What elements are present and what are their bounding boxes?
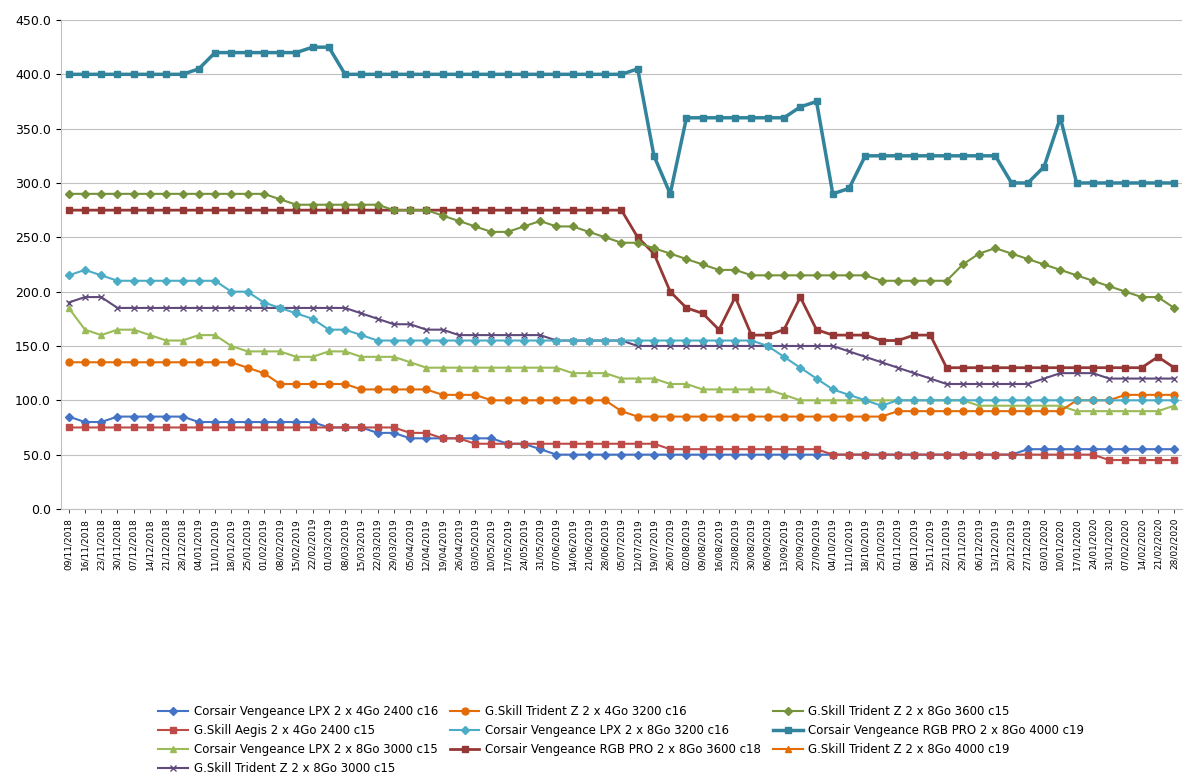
G.Skill Aegis 2 x 4Go 2400 c15	[1151, 456, 1165, 465]
G.Skill Aegis 2 x 4Go 2400 c15	[143, 423, 157, 432]
G.Skill Trident Z 2 x 8Go 3000 c15	[61, 298, 76, 307]
Corsair Vengeance RGB PRO 2 x 8Go 3600 c18	[61, 205, 76, 215]
G.Skill Trident Z 2 x 8Go 3000 c15	[257, 303, 271, 312]
Corsair Vengeance RGB PRO 2 x 8Go 4000 c19	[272, 48, 287, 57]
Line: G.Skill Trident Z 2 x 8Go 3600 c15: G.Skill Trident Z 2 x 8Go 3600 c15	[66, 191, 1177, 311]
Line: G.Skill Aegis 2 x 4Go 2400 c15: G.Skill Aegis 2 x 4Go 2400 c15	[66, 424, 1177, 463]
G.Skill Trident Z 2 x 8Go 3600 c15	[143, 189, 157, 199]
Corsair Vengeance LPX 2 x 8Go 3200 c16	[1151, 395, 1165, 405]
G.Skill Trident Z 2 x 4Go 3200 c16	[630, 412, 644, 421]
Corsair Vengeance LPX 2 x 8Go 3200 c16	[1166, 395, 1181, 405]
Corsair Vengeance LPX 2 x 4Go 2400 c16	[712, 450, 726, 460]
G.Skill Trident Z 2 x 8Go 3600 c15	[419, 205, 433, 215]
G.Skill Trident Z 2 x 4Go 3200 c16	[1166, 390, 1181, 399]
Corsair Vengeance LPX 2 x 8Go 3000 c15	[419, 363, 433, 373]
G.Skill Trident Z 2 x 8Go 3000 c15	[923, 373, 937, 383]
Line: Corsair Vengeance LPX 2 x 4Go 2400 c16: Corsair Vengeance LPX 2 x 4Go 2400 c16	[66, 413, 1177, 457]
Corsair Vengeance RGB PRO 2 x 8Go 3600 c18	[696, 309, 710, 318]
G.Skill Trident Z 2 x 4Go 3200 c16	[272, 379, 287, 388]
Corsair Vengeance LPX 2 x 8Go 3000 c15	[1166, 401, 1181, 410]
Corsair Vengeance LPX 2 x 8Go 3200 c16	[257, 298, 271, 307]
Corsair Vengeance LPX 2 x 4Go 2400 c16	[61, 412, 76, 421]
G.Skill Trident Z 2 x 8Go 3600 c15	[272, 195, 287, 204]
Corsair Vengeance LPX 2 x 8Go 3200 c16	[712, 336, 726, 345]
Line: Corsair Vengeance RGB PRO 2 x 8Go 4000 c19: Corsair Vengeance RGB PRO 2 x 8Go 4000 c…	[65, 44, 1177, 197]
Corsair Vengeance LPX 2 x 8Go 3000 c15	[436, 363, 450, 373]
G.Skill Trident Z 2 x 8Go 3000 c15	[712, 341, 726, 351]
Corsair Vengeance LPX 2 x 8Go 3200 c16	[78, 265, 92, 275]
Corsair Vengeance RGB PRO 2 x 8Go 4000 c19	[728, 113, 743, 122]
Corsair Vengeance LPX 2 x 8Go 3200 c16	[289, 309, 304, 318]
Corsair Vengeance RGB PRO 2 x 8Go 4000 c19	[61, 70, 76, 79]
G.Skill Aegis 2 x 4Go 2400 c15	[272, 423, 287, 432]
Corsair Vengeance LPX 2 x 8Go 3200 c16	[875, 401, 889, 410]
Corsair Vengeance RGB PRO 2 x 8Go 3600 c18	[436, 205, 450, 215]
Corsair Vengeance LPX 2 x 4Go 2400 c16	[550, 450, 564, 460]
Corsair Vengeance LPX 2 x 8Go 3200 c16	[61, 271, 76, 280]
G.Skill Aegis 2 x 4Go 2400 c15	[436, 434, 450, 443]
Corsair Vengeance RGB PRO 2 x 8Go 3600 c18	[1151, 352, 1165, 362]
G.Skill Trident Z 2 x 8Go 3000 c15	[78, 292, 92, 301]
G.Skill Trident Z 2 x 8Go 3000 c15	[289, 303, 304, 312]
Corsair Vengeance LPX 2 x 4Go 2400 c16	[143, 412, 157, 421]
G.Skill Trident Z 2 x 4Go 3200 c16	[1151, 390, 1165, 399]
G.Skill Aegis 2 x 4Go 2400 c15	[1166, 456, 1181, 465]
Corsair Vengeance LPX 2 x 8Go 3000 c15	[272, 347, 287, 356]
G.Skill Aegis 2 x 4Go 2400 c15	[61, 423, 76, 432]
Line: G.Skill Trident Z 2 x 4Go 3200 c16: G.Skill Trident Z 2 x 4Go 3200 c16	[65, 359, 1177, 420]
G.Skill Trident Z 2 x 8Go 3600 c15	[436, 211, 450, 220]
G.Skill Trident Z 2 x 8Go 3600 c15	[696, 260, 710, 269]
Corsair Vengeance RGB PRO 2 x 8Go 3600 c18	[940, 363, 954, 373]
Corsair Vengeance RGB PRO 2 x 8Go 4000 c19	[240, 48, 254, 57]
G.Skill Trident Z 2 x 8Go 3600 c15	[208, 189, 222, 199]
G.Skill Trident Z 2 x 4Go 3200 c16	[712, 412, 726, 421]
Corsair Vengeance LPX 2 x 4Go 2400 c16	[436, 434, 450, 443]
G.Skill Trident Z 2 x 4Go 3200 c16	[61, 358, 76, 367]
Corsair Vengeance RGB PRO 2 x 8Go 4000 c19	[1151, 179, 1165, 188]
Corsair Vengeance LPX 2 x 8Go 3200 c16	[160, 276, 174, 286]
Corsair Vengeance LPX 2 x 8Go 3000 c15	[1151, 406, 1165, 416]
Corsair Vengeance LPX 2 x 8Go 3000 c15	[61, 303, 76, 312]
G.Skill Trident Z 2 x 8Go 3600 c15	[61, 189, 76, 199]
Corsair Vengeance LPX 2 x 8Go 3000 c15	[1069, 406, 1084, 416]
G.Skill Trident Z 2 x 4Go 3200 c16	[143, 358, 157, 367]
Corsair Vengeance RGB PRO 2 x 8Go 3600 c18	[272, 205, 287, 215]
Corsair Vengeance RGB PRO 2 x 8Go 4000 c19	[143, 70, 157, 79]
Corsair Vengeance RGB PRO 2 x 8Go 3600 c18	[1166, 363, 1181, 373]
Corsair Vengeance RGB PRO 2 x 8Go 4000 c19	[664, 189, 678, 199]
Line: G.Skill Trident Z 2 x 8Go 3000 c15: G.Skill Trident Z 2 x 8Go 3000 c15	[65, 294, 1177, 388]
Line: Corsair Vengeance RGB PRO 2 x 8Go 3600 c18: Corsair Vengeance RGB PRO 2 x 8Go 3600 c…	[66, 207, 1177, 370]
Corsair Vengeance LPX 2 x 4Go 2400 c16	[1166, 445, 1181, 454]
G.Skill Trident Z 2 x 4Go 3200 c16	[419, 384, 433, 394]
G.Skill Trident Z 2 x 8Go 3000 c15	[940, 379, 954, 388]
Corsair Vengeance LPX 2 x 8Go 3000 c15	[143, 330, 157, 340]
G.Skill Aegis 2 x 4Go 2400 c15	[696, 445, 710, 454]
G.Skill Trident Z 2 x 4Go 3200 c16	[436, 390, 450, 399]
Corsair Vengeance RGB PRO 2 x 8Go 4000 c19	[940, 151, 954, 161]
Corsair Vengeance RGB PRO 2 x 8Go 3600 c18	[419, 205, 433, 215]
G.Skill Trident Z 2 x 8Go 3600 c15	[1166, 303, 1181, 312]
Corsair Vengeance RGB PRO 2 x 8Go 4000 c19	[1166, 179, 1181, 188]
Line: Corsair Vengeance LPX 2 x 8Go 3200 c16: Corsair Vengeance LPX 2 x 8Go 3200 c16	[66, 267, 1177, 409]
G.Skill Trident Z 2 x 8Go 3000 c15	[1151, 373, 1165, 383]
Corsair Vengeance RGB PRO 2 x 8Go 4000 c19	[305, 42, 319, 52]
Corsair Vengeance LPX 2 x 4Go 2400 c16	[1151, 445, 1165, 454]
Corsair Vengeance LPX 2 x 4Go 2400 c16	[419, 434, 433, 443]
Line: Corsair Vengeance LPX 2 x 8Go 3000 c15: Corsair Vengeance LPX 2 x 8Go 3000 c15	[65, 305, 1177, 415]
Corsair Vengeance LPX 2 x 4Go 2400 c16	[272, 417, 287, 427]
Corsair Vengeance LPX 2 x 8Go 3200 c16	[940, 395, 954, 405]
G.Skill Trident Z 2 x 8Go 3000 c15	[160, 303, 174, 312]
G.Skill Aegis 2 x 4Go 2400 c15	[1102, 456, 1116, 465]
Corsair Vengeance RGB PRO 2 x 8Go 3600 c18	[143, 205, 157, 215]
Legend: Corsair Vengeance LPX 2 x 4Go 2400 c16, G.Skill Aegis 2 x 4Go 2400 c15, Corsair : Corsair Vengeance LPX 2 x 4Go 2400 c16, …	[154, 701, 1090, 780]
Corsair Vengeance LPX 2 x 8Go 3000 c15	[696, 384, 710, 394]
G.Skill Trident Z 2 x 8Go 3000 c15	[1166, 373, 1181, 383]
G.Skill Aegis 2 x 4Go 2400 c15	[419, 428, 433, 438]
